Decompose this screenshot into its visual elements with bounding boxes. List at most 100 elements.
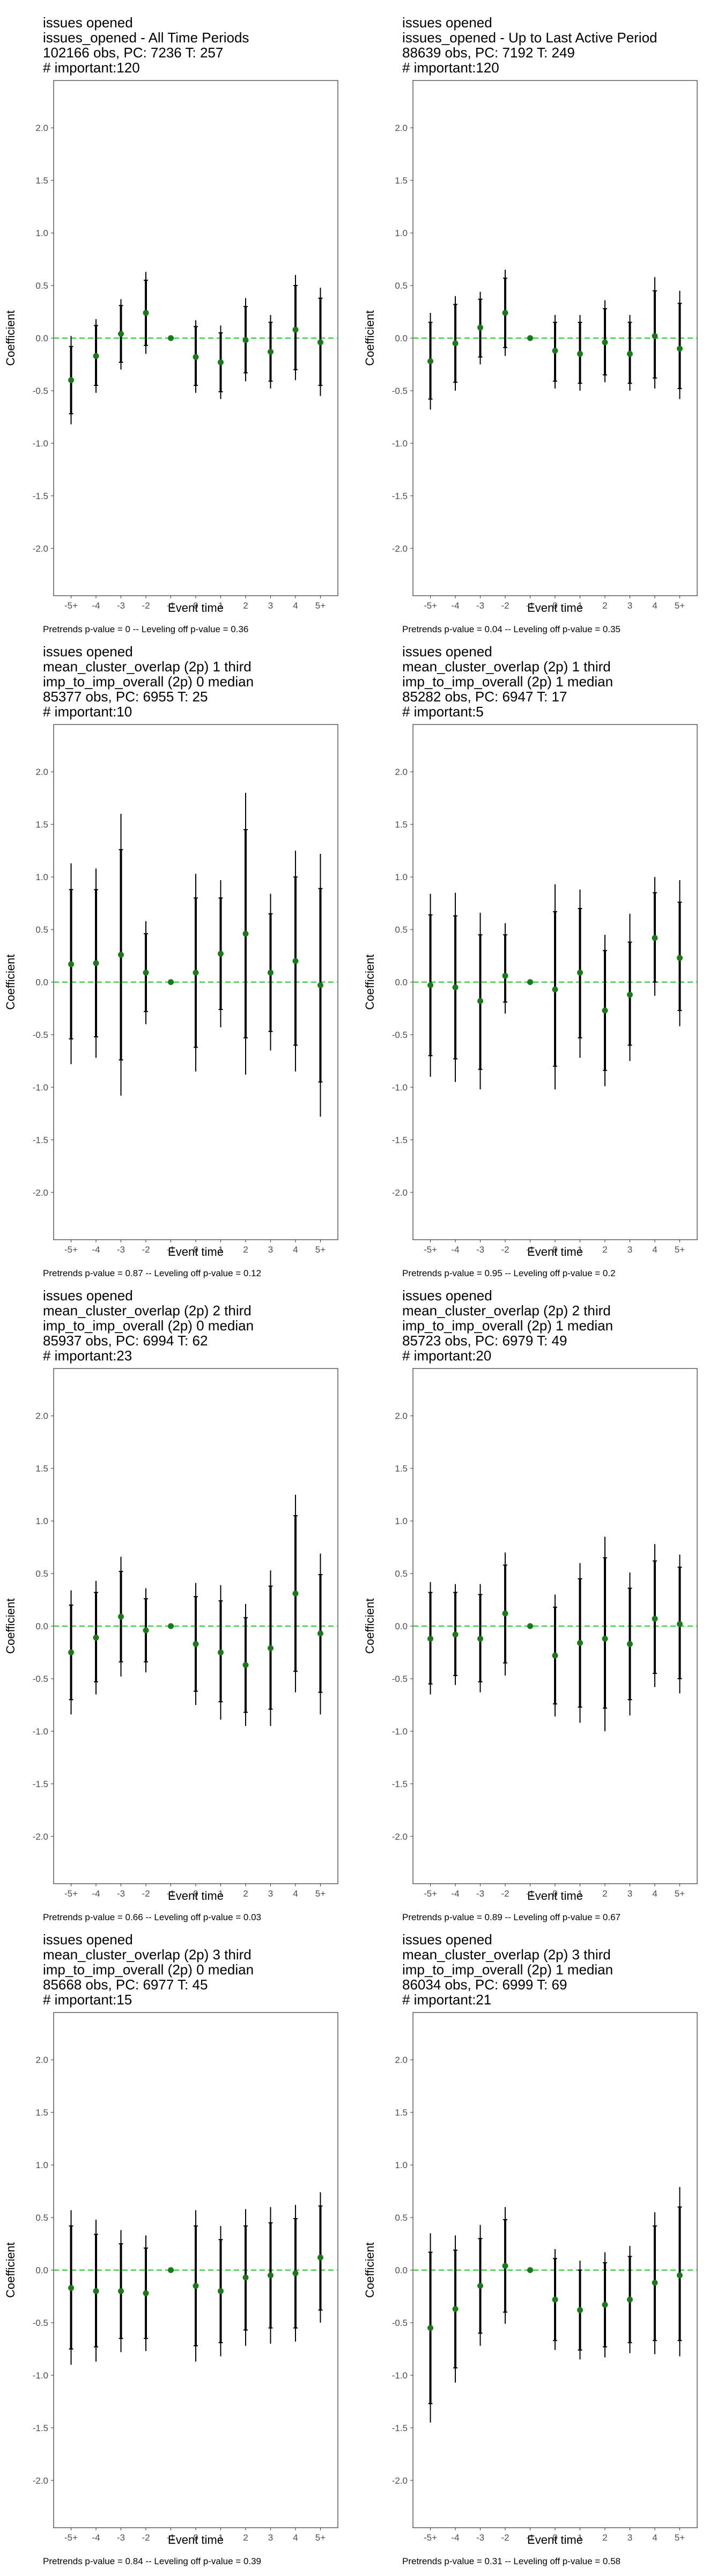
y-tick-label: -1.5 [392,1135,408,1145]
y-tick-label: 1.5 [395,819,408,830]
panel-title-line: issues opened [43,14,133,31]
panel-title-line: issues opened [43,643,133,660]
data-point [242,337,249,343]
y-tick-label: 0.5 [395,925,408,935]
data-point [626,350,633,357]
data-point [652,935,658,941]
chart-svg: -2.0 -1.5 -1.0 -0.5 0.0 0.5 1.0 1.5 2.0 -5+ -4 -3 -2… [33,1368,338,1899]
data-point [477,324,484,331]
pvalue-footer: Pretrends p-value = 0.84 -- Leveling off… [43,2556,261,2566]
y-tick-label: 0.0 [395,977,408,987]
x-tick-label: -5+ [64,1889,78,1899]
x-tick-label: 3 [268,1889,273,1899]
x-tick-label: -3 [117,2533,125,2543]
data-point [552,2296,558,2303]
panel-title-line: issues_opened - All Time Periods [43,30,249,46]
x-axis-label: Event time [527,2533,583,2546]
y-tick-label: 2.0 [395,767,408,777]
x-tick-label: 1 [578,2533,582,2543]
data-point [676,1621,683,1627]
x-tick-label: 2 [602,1889,607,1899]
data-point [626,992,633,998]
x-tick-label: 4 [293,1889,298,1899]
y-tick-label: 1.5 [395,175,408,186]
data-point [502,1610,508,1616]
y-tick-label: 1.0 [395,872,408,882]
x-tick-label: 5+ [675,1889,685,1899]
y-tick-label: 0.0 [35,333,48,343]
data-point [626,1641,633,1647]
x-tick-label: -4 [92,2533,100,2543]
x-tick-label: 3 [268,2533,273,2543]
y-tick-label: 1.5 [395,2107,408,2118]
y-tick-label: -1.0 [33,1082,48,1093]
x-tick-label: -1 [526,1245,534,1255]
pvalue-footer: Pretrends p-value = 0.31 -- Leveling off… [402,2556,620,2566]
data-point [552,348,558,354]
y-tick-label: -1.0 [33,2370,48,2381]
chart-svg: -2.0 -1.5 -1.0 -0.5 0.0 0.5 1.0 1.5 2.0 -5+ -4 -3 -2… [392,80,698,611]
x-tick-label: 0 [552,1245,557,1255]
panel-title-line: # important:21 [402,1992,492,2008]
x-axis-label: Event time [527,601,583,614]
x-tick-label: -1 [167,2533,175,2543]
event-study-panel-1: issues opened issues_opened - All Time Pe… [0,0,343,644]
panel-title-line: issues opened [402,1931,492,1948]
y-tick-label: -0.5 [33,2318,48,2328]
data-point [527,979,534,985]
y-tick-label: -1.0 [33,1726,48,1737]
x-tick-label: 1 [578,1889,582,1899]
x-tick-label: 0 [552,2533,557,2543]
x-tick-label: 5+ [315,601,326,611]
data-point [527,2267,534,2273]
data-point [242,931,249,937]
y-tick-label: 2.0 [395,2055,408,2065]
y-axis-label-wrap: Coefficient [0,2012,21,2528]
event-study-panel-6: issues opened mean_cluster_overlap (2p) 2… [359,1288,703,1932]
y-axis-label: Coefficient [363,310,376,366]
data-point [317,339,323,346]
data-point [427,358,434,364]
data-point [193,1641,199,1647]
data-point [317,2254,323,2260]
x-tick-label: -2 [142,1889,150,1899]
x-tick-label: 5+ [675,1245,685,1255]
panel-title-line: 86034 obs, PC: 6999 T: 69 [402,1977,567,1993]
data-point [68,1649,75,1656]
data-point [626,2296,633,2303]
panel-title-line: # important:5 [402,704,484,720]
y-tick-label: 1.5 [35,175,48,186]
data-point [118,331,124,337]
data-point [118,1613,124,1620]
x-tick-label: 2 [602,601,607,611]
y-tick-label: 1.0 [35,228,48,238]
y-tick-label: -2.0 [33,544,48,554]
data-point [552,986,558,993]
data-point [676,2272,683,2279]
x-tick-label: -4 [92,1889,100,1899]
x-tick-label: 4 [293,1245,298,1255]
y-tick-label: -0.5 [33,1674,48,1684]
panel-title-line: # important:23 [43,1348,132,1364]
data-point [452,340,459,347]
x-tick-label: -3 [117,1889,125,1899]
panel-title-line: imp_to_imp_overall (2p) 1 median [402,1318,614,1334]
data-point [527,1623,534,1629]
x-tick-label: -5+ [64,601,78,611]
data-point [427,2325,434,2331]
data-point [502,972,508,979]
panel-title-line: issues opened [402,1287,492,1304]
x-tick-label: 4 [293,2533,298,2543]
x-tick-label: 1 [218,1889,223,1899]
y-axis-label: Coefficient [4,1598,17,1654]
x-tick-label: -4 [92,1245,100,1255]
y-axis-label-wrap: Coefficient [0,1368,21,1884]
y-tick-label: -1.0 [392,2370,408,2381]
y-tick-label: -1.0 [392,438,408,449]
y-tick-label: 0.5 [35,2213,48,2223]
panel-title-line: imp_to_imp_overall (2p) 0 median [43,674,254,690]
y-tick-label: 2.0 [395,123,408,133]
x-tick-label: 4 [293,601,298,611]
data-point [242,2274,249,2281]
data-point [168,1623,174,1629]
